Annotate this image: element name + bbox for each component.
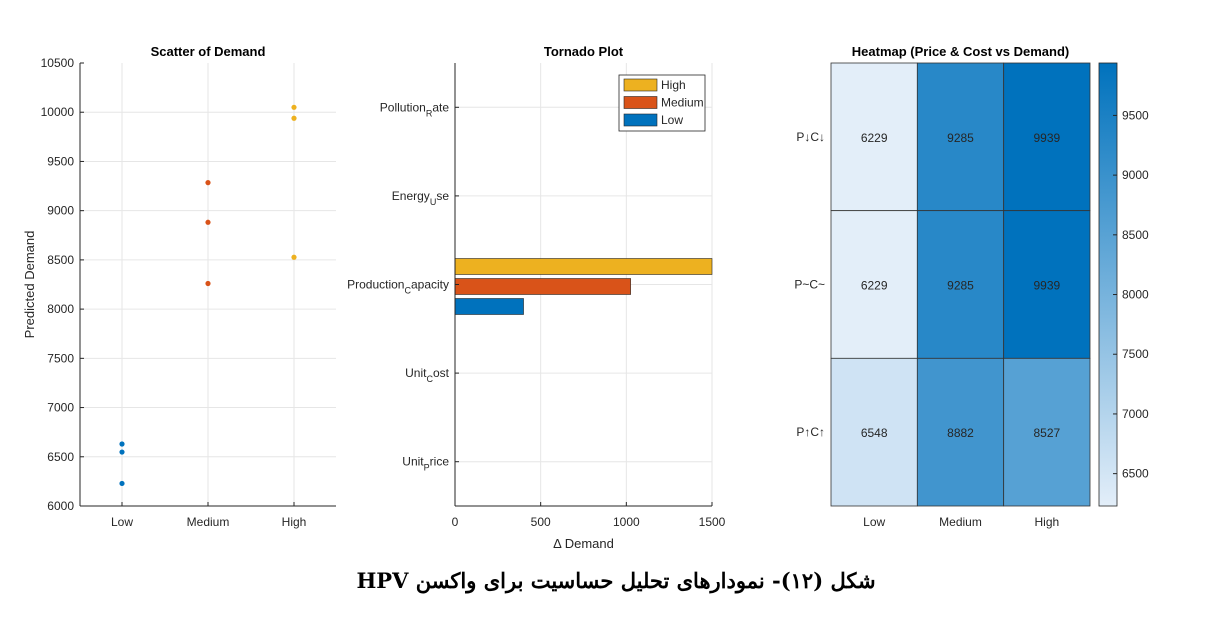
- scatter-y-tick-label: 6500: [47, 450, 74, 464]
- heatmap-x-label: Medium: [939, 515, 982, 529]
- tornado-x-tick-label: 0: [452, 515, 459, 529]
- heatmap-cell: [1003, 62, 1091, 212]
- scatter-title: Scatter of Demand: [151, 44, 266, 59]
- scatter-x-tick-label: Low: [111, 515, 133, 529]
- scatter-point: [205, 280, 211, 287]
- tornado-x-label: Δ Demand: [553, 536, 614, 551]
- colorbar-tick-label: 7500: [1122, 347, 1149, 361]
- tornado-legend-label: Low: [661, 113, 683, 127]
- heatmap-cell-value: 9939: [1033, 279, 1060, 293]
- scatter-point: [291, 104, 297, 110]
- scatter-y-tick-label: 9000: [47, 204, 74, 218]
- scatter-y-label: Predicted Demand: [22, 231, 37, 339]
- scatter-point: [205, 180, 211, 186]
- colorbar-tick-label: 8500: [1122, 228, 1149, 242]
- scatter-point: [119, 480, 125, 487]
- figure-caption: شکل (۱۲)- نمودارهای تحلیل حساسیت برای وا…: [356, 568, 876, 593]
- tornado-category-label: PollutionRate: [380, 100, 450, 118]
- scatter-y-tick-label: 6000: [47, 499, 74, 513]
- scatter-y-tick-label: 8000: [47, 302, 74, 316]
- heatmap-cell: [916, 357, 1005, 507]
- tornado-legend-label: High: [661, 78, 686, 92]
- heatmap-title: Heatmap (Price & Cost vs Demand): [852, 44, 1069, 59]
- tornado-legend-swatch: [623, 78, 658, 92]
- heatmap-cell-value: 9939: [1033, 131, 1060, 145]
- tornado-legend-label: Medium: [661, 96, 704, 110]
- scatter-point: [291, 254, 297, 260]
- heatmap-cell: [830, 210, 918, 359]
- scatter-y-tick-label: 7500: [47, 351, 74, 365]
- heatmap-cell: [1003, 210, 1091, 359]
- heatmap-cell-value: 8527: [1033, 426, 1060, 440]
- colorbar-tick-label: 6500: [1122, 467, 1149, 481]
- heatmap-y-label: P↓C↓: [796, 130, 825, 144]
- tornado-category-label: UnitCost: [405, 366, 450, 384]
- heatmap-cell-value: 8882: [947, 426, 974, 440]
- tornado-bar-high: [454, 258, 713, 275]
- scatter-point: [119, 449, 125, 455]
- tornado-legend-swatch: [623, 96, 658, 109]
- heatmap-colorbar: [1098, 62, 1118, 507]
- heatmap-x-label: High: [1034, 515, 1059, 529]
- heatmap-cell: [1003, 357, 1091, 507]
- scatter-y-tick-label: 8500: [47, 253, 74, 267]
- scatter-y-tick-label: 7000: [47, 401, 74, 415]
- tornado-category-label: UnitPrice: [402, 455, 449, 473]
- tornado-bar-low: [454, 298, 524, 315]
- tornado-category-label: EnergyUse: [392, 189, 450, 207]
- tornado-category-label: ProductionCapacity: [347, 278, 449, 296]
- heatmap-cell-value: 6229: [861, 279, 888, 293]
- scatter-y-tick-label: 10000: [41, 105, 75, 119]
- tornado-x-tick-label: 1000: [613, 515, 640, 529]
- tornado-bar-medium: [454, 278, 631, 295]
- heatmap-cell: [830, 62, 918, 212]
- heatmap-cell-value: 9285: [947, 279, 974, 293]
- colorbar-tick-label: 9000: [1122, 168, 1149, 182]
- colorbar-tick-label: 7000: [1122, 407, 1149, 421]
- heatmap-cell-value: 6229: [861, 131, 888, 145]
- scatter-x-tick-label: High: [282, 515, 307, 529]
- colorbar-tick-label: 8000: [1122, 288, 1149, 302]
- scatter-y-tick-label: 9500: [47, 154, 74, 168]
- scatter-x-tick-label: Medium: [187, 515, 230, 529]
- scatter-point: [119, 441, 125, 447]
- heatmap-cell-value: 9285: [947, 131, 974, 145]
- tornado-legend-swatch: [623, 113, 658, 127]
- heatmap-cell: [830, 357, 918, 507]
- tornado-title: Tornado Plot: [544, 44, 624, 59]
- heatmap-y-label: P↑C↑: [796, 425, 825, 439]
- heatmap-cell: [916, 62, 1005, 212]
- heatmap-y-label: P~C~: [794, 278, 825, 292]
- tornado-x-tick-label: 1500: [699, 515, 726, 529]
- heatmap-cell-value: 6548: [861, 426, 888, 440]
- colorbar-tick-label: 9500: [1122, 108, 1149, 122]
- heatmap-cell: [916, 210, 1005, 359]
- tornado-x-tick-label: 500: [531, 515, 551, 529]
- heatmap-x-label: Low: [863, 515, 885, 529]
- scatter-y-tick-label: 10500: [41, 56, 75, 70]
- scatter-point: [205, 219, 211, 225]
- scatter-point: [291, 115, 297, 121]
